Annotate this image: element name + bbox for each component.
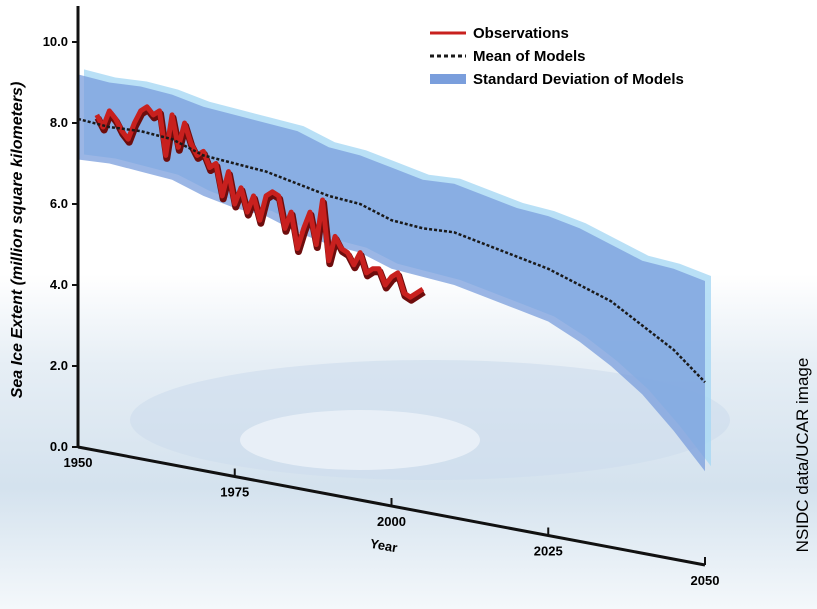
y-tick-label: 8.0 bbox=[50, 115, 68, 130]
y-tick-label: 4.0 bbox=[50, 277, 68, 292]
std-band bbox=[78, 74, 705, 472]
x-tick-label: 2025 bbox=[534, 544, 563, 559]
observations-line bbox=[94, 104, 425, 300]
plot-area: 0.0 2.0 4.0 6.0 8.0 10.0 1950 1975 2000 2025 2050 bbox=[43, 6, 720, 588]
y-tick-label: 10.0 bbox=[43, 34, 68, 49]
x-tick-label: 2050 bbox=[691, 573, 720, 588]
x-axis-label: Year bbox=[369, 536, 399, 556]
x-tick-label: 1950 bbox=[64, 455, 93, 470]
legend: Observations Mean of Models Standard Devia… bbox=[430, 25, 684, 88]
x-tick-label: 1975 bbox=[220, 485, 249, 500]
models-mean-line bbox=[77, 117, 706, 384]
credit: NSIDC data/UCAR image bbox=[793, 358, 812, 553]
y-tick-label: 2.0 bbox=[50, 358, 68, 373]
y-tick-label: 6.0 bbox=[50, 196, 68, 211]
y-tick-label: 0.0 bbox=[50, 439, 68, 454]
x-tick-label: 2000 bbox=[377, 514, 406, 529]
ice-texture bbox=[240, 410, 480, 470]
y-axis-label: Sea Ice Extent (million square kilometer… bbox=[9, 82, 26, 399]
legend-label: Mean of Models bbox=[473, 48, 586, 65]
legend-swatch bbox=[430, 74, 466, 84]
legend-label: Observations bbox=[473, 25, 569, 42]
legend-label: Standard Deviation of Models bbox=[473, 71, 684, 88]
